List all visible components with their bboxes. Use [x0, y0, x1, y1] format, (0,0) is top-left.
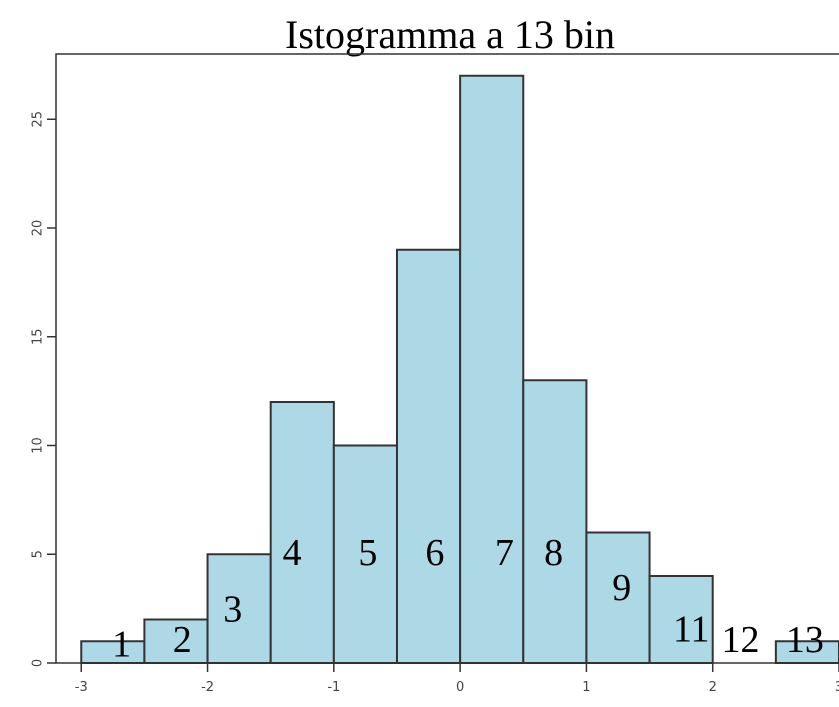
histogram-bar [397, 250, 460, 663]
bars-layer [81, 76, 839, 663]
x-tick-label: -2 [201, 680, 214, 695]
y-tick-label: 10 [31, 437, 46, 454]
bin-number-label: 8 [544, 532, 563, 574]
x-tick-label: 0 [456, 680, 464, 695]
bin-number-label: 9 [612, 567, 631, 609]
chart-title: Istogramma a 13 bin [285, 12, 615, 57]
bin-number-label: 6 [425, 532, 444, 574]
x-tick-label: -1 [327, 680, 340, 695]
bin-number-label: 7 [495, 532, 514, 574]
bin-number-label: 11 [673, 608, 710, 650]
bin-number-label: 1 [112, 623, 131, 665]
bin-number-label: 13 [786, 619, 824, 661]
x-tick-label: 1 [582, 680, 590, 695]
bin-number-label: 2 [173, 619, 192, 661]
histogram-bar [460, 76, 523, 663]
histogram-bar [271, 402, 334, 663]
x-tick-label: 2 [709, 680, 717, 695]
y-tick-label: 20 [31, 220, 46, 237]
bin-number-label: 3 [223, 589, 242, 631]
y-tick-label: 0 [31, 659, 46, 667]
bin-number-label: 12 [721, 619, 759, 661]
y-tick-label: 5 [31, 550, 46, 558]
x-tick-label: 3 [835, 680, 839, 695]
y-tick-label: 25 [31, 111, 46, 128]
y-tick-label: 15 [31, 328, 46, 345]
x-tick-label: -3 [75, 680, 88, 695]
bin-number-label: 4 [283, 532, 302, 574]
bin-number-label: 5 [358, 532, 377, 574]
histogram-bar [523, 380, 586, 663]
